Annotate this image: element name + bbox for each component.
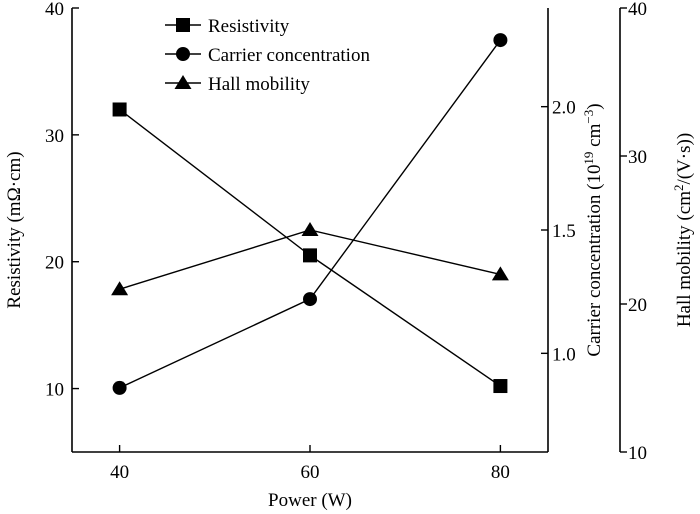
legend: Resistivity Carrier concentration Hall mob… bbox=[165, 16, 370, 95]
right-axis-label-main: Hall mobility (cm bbox=[674, 191, 695, 327]
middle-axis-label-sup2: −3 bbox=[581, 110, 596, 124]
left-axis-ticks: 10 20 30 40 bbox=[45, 0, 79, 401]
legend-marker bbox=[176, 18, 190, 32]
x-tick-label: 80 bbox=[491, 462, 510, 483]
middle-axis-label-end: ) bbox=[584, 103, 605, 109]
right-tick-label: 40 bbox=[628, 0, 647, 20]
data-point-resistivity bbox=[112, 102, 127, 117]
plot-frame bbox=[71, 8, 621, 453]
series-line-resistivity bbox=[119, 108, 501, 387]
data-point-resistivity bbox=[493, 379, 508, 394]
middle-axis-label-main: Carrier concentration (10 bbox=[584, 165, 605, 357]
right-axis-ticks: 10 20 30 40 bbox=[620, 0, 647, 464]
middle-axis-label: Carrier concentration (1019 cm−3) bbox=[581, 103, 605, 356]
middle-axis-ticks: 1.0 1.5 2.0 bbox=[541, 98, 576, 365]
legend-item-resistivity: Resistivity bbox=[165, 16, 290, 37]
series-carrier-concentration bbox=[112, 33, 508, 395]
right-tick-label: 20 bbox=[628, 295, 647, 316]
right-axis-label-sup: 2 bbox=[671, 185, 686, 192]
data-point-carrier-concentration bbox=[303, 292, 317, 307]
middle-axis-label-mid: cm bbox=[584, 123, 605, 151]
legend-label: Hall mobility bbox=[208, 74, 310, 95]
middle-tick-label: 2.0 bbox=[552, 98, 576, 119]
x-tick-label: 60 bbox=[301, 462, 320, 483]
x-axis-label: Power (W) bbox=[268, 490, 352, 511]
data-point-resistivity bbox=[303, 248, 317, 263]
legend-marker bbox=[176, 47, 190, 61]
right-axis-label: Hall mobility (cm2/(V·s)) bbox=[671, 133, 695, 327]
right-axis-label-end: /(V·s)) bbox=[674, 133, 695, 185]
left-tick-label: 10 bbox=[45, 380, 64, 401]
left-tick-label: 30 bbox=[45, 126, 64, 147]
series-layer bbox=[111, 33, 509, 395]
left-tick-label: 40 bbox=[45, 0, 64, 20]
middle-axis-label-sup1: 19 bbox=[581, 152, 596, 165]
series-line-carrier-concentration bbox=[119, 39, 501, 389]
left-tick-label: 20 bbox=[45, 253, 64, 274]
data-point-hall-mobility bbox=[491, 266, 509, 281]
right-tick-label: 10 bbox=[628, 443, 647, 464]
left-axis-label: Resistivity (mΩ·cm) bbox=[4, 151, 25, 308]
data-point-hall-mobility bbox=[111, 281, 129, 296]
middle-tick-label: 1.5 bbox=[552, 221, 576, 242]
legend-marker bbox=[174, 75, 192, 89]
legend-item-hall-mobility: Hall mobility bbox=[165, 74, 310, 95]
series-hall-mobility bbox=[111, 222, 509, 296]
x-tick-label: 40 bbox=[110, 462, 129, 483]
middle-tick-label: 1.0 bbox=[552, 344, 576, 365]
data-point-carrier-concentration bbox=[493, 33, 508, 48]
right-tick-label: 30 bbox=[628, 147, 647, 168]
data-point-carrier-concentration bbox=[112, 380, 127, 395]
legend-label: Resistivity bbox=[208, 16, 290, 37]
series-resistivity bbox=[112, 102, 508, 394]
data-point-hall-mobility bbox=[301, 222, 319, 236]
x-ticks: 40 60 80 bbox=[110, 445, 510, 483]
legend-label: Carrier concentration bbox=[208, 45, 370, 66]
legend-item-carrier-concentration: Carrier concentration bbox=[165, 45, 370, 66]
